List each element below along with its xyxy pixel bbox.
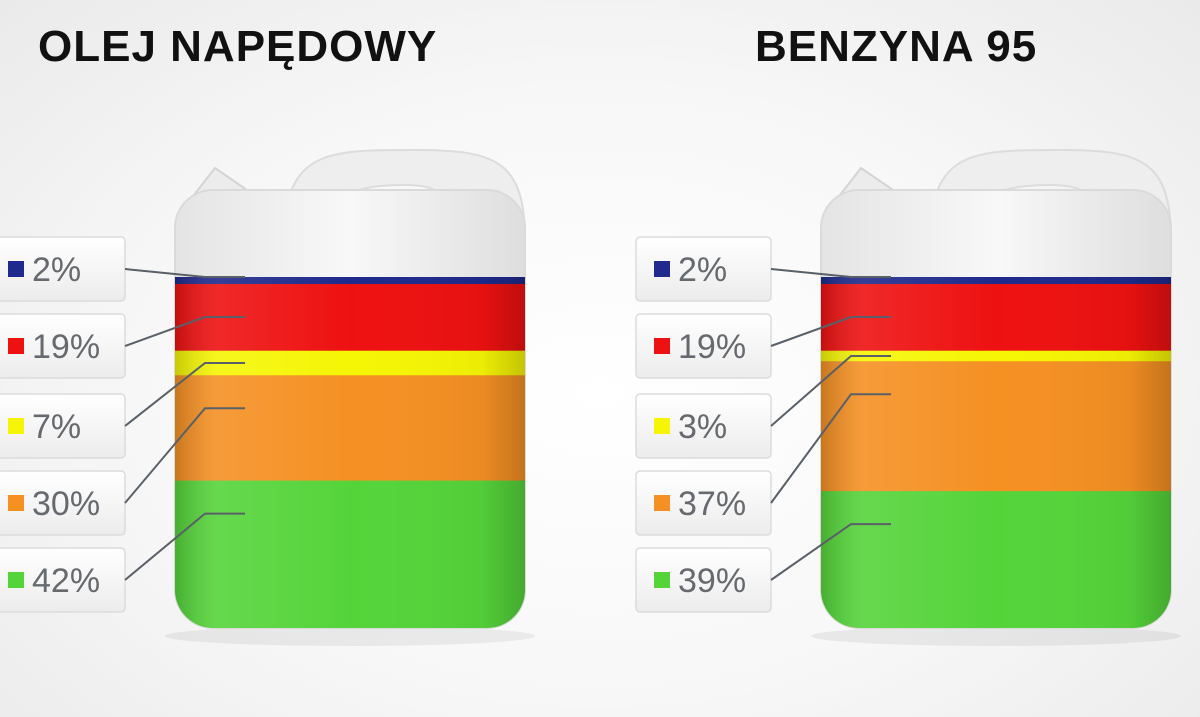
legend-item: 39%	[635, 547, 772, 613]
legend-item: 2%	[635, 236, 772, 302]
legend-swatch	[8, 495, 24, 511]
chart-title-petrol: BENZYNA 95	[755, 22, 1038, 71]
legend-swatch	[8, 338, 24, 354]
data-label: 7%	[32, 408, 81, 446]
legend-item: 30%	[0, 470, 126, 536]
legend-item: 2%	[0, 236, 126, 302]
leader-line	[124, 512, 245, 581]
data-label: 2%	[678, 251, 727, 289]
legend-swatch	[8, 418, 24, 434]
legend-item: 3%	[635, 393, 772, 459]
leader-line	[124, 316, 245, 347]
leader-line	[124, 268, 245, 278]
legend-swatch	[654, 338, 670, 354]
data-label: 42%	[32, 562, 100, 600]
legend-item: 19%	[0, 313, 126, 379]
chart-panel-petrol: BENZYNA 95 2% 19% 3% 37% 39%	[600, 0, 1200, 717]
data-label: 37%	[678, 485, 746, 523]
leader-line	[770, 523, 891, 581]
leader-line	[770, 393, 891, 504]
jerrycan-chart-diesel: 2% 19% 7% 30% 42%	[0, 148, 535, 646]
chart-panel-diesel: OLEJ NAPĘDOWY 2% 19% 7% 30% 42%	[0, 22, 535, 646]
legend-swatch	[654, 495, 670, 511]
leader-line	[770, 354, 891, 427]
data-label: 19%	[32, 328, 100, 366]
legend-item: 19%	[635, 313, 772, 379]
legend-swatch	[654, 261, 670, 277]
legend-item: 7%	[0, 393, 126, 459]
data-label: 39%	[678, 562, 746, 600]
legend-swatch	[654, 418, 670, 434]
jerrycan-chart-petrol: 2% 19% 3% 37% 39%	[635, 148, 1181, 646]
legend-swatch	[8, 572, 24, 588]
legend-swatch	[654, 572, 670, 588]
data-label: 3%	[678, 408, 727, 446]
chart-title-diesel: OLEJ NAPĘDOWY	[38, 22, 438, 71]
legend-item: 42%	[0, 547, 126, 613]
legend-swatch	[8, 261, 24, 277]
data-label: 19%	[678, 328, 746, 366]
leader-line	[770, 268, 891, 278]
leader-line	[124, 407, 245, 504]
leader-line	[124, 361, 245, 427]
data-label: 30%	[32, 485, 100, 523]
leader-line	[770, 316, 891, 347]
legend-item: 37%	[635, 470, 772, 536]
data-label: 2%	[32, 251, 81, 289]
